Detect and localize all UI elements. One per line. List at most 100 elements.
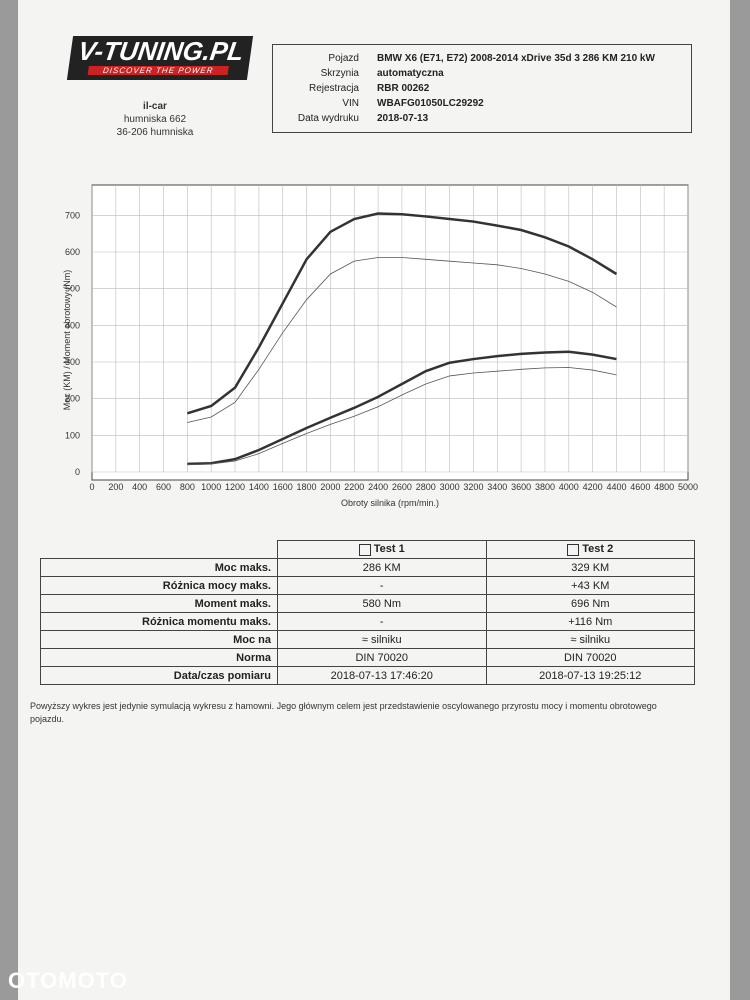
value-cell: 2018-07-13 17:46:20 <box>277 666 487 685</box>
x-tick-label: 3400 <box>487 482 507 492</box>
y-tick-label: 500 <box>65 284 80 294</box>
table-row: Różnica momentu maks. - +116 Nm <box>40 612 695 631</box>
checkbox <box>358 543 371 556</box>
label-cell: Data/czas pomiaru <box>40 666 278 685</box>
value-cell: ≈ silniku <box>277 630 487 649</box>
x-tick-label: 600 <box>156 482 171 492</box>
x-tick-label: 1800 <box>297 482 317 492</box>
value-cell: DIN 70020 <box>485 648 695 667</box>
vehicle-row: Data wydruku 2018-07-13 <box>273 111 691 126</box>
x-tick-label: 2600 <box>392 482 412 492</box>
x-tick-label: 4600 <box>630 482 650 492</box>
label-cell: Moc maks. <box>40 558 278 577</box>
y-tick-label: 200 <box>65 394 80 404</box>
vehicle-value: RBR 00262 <box>377 83 430 94</box>
vehicle-value: WBAFG01050LC29292 <box>377 98 484 109</box>
x-tick-label: 1400 <box>249 482 269 492</box>
x-tick-label: 1200 <box>225 482 245 492</box>
x-tick-label: 400 <box>132 482 147 492</box>
label-cell: Różnica mocy maks. <box>40 576 278 595</box>
label-cell: Moc na <box>40 630 278 649</box>
y-tick-label: 0 <box>75 467 80 477</box>
value-cell: DIN 70020 <box>277 648 487 667</box>
corner-cell <box>40 540 278 559</box>
vehicle-row: Rejestracja RBR 00262 <box>273 81 691 96</box>
company-city: 36-206 humniska <box>116 127 194 138</box>
y-tick-label: 100 <box>65 430 80 440</box>
curve <box>187 350 617 466</box>
header-text: Test 2 <box>582 543 614 556</box>
value-cell: 580 Nm <box>277 594 487 613</box>
vehicle-value: 2018-07-13 <box>377 113 429 124</box>
x-tick-label: 2400 <box>368 482 388 492</box>
value-cell: - <box>277 612 487 631</box>
curve <box>186 212 618 415</box>
vehicle-row: Pojazd BMW X6 (E71, E72) 2008-2014 xDrive… <box>273 51 691 66</box>
y-tick-label: 300 <box>65 357 80 367</box>
value-cell: 2018-07-13 19:25:12 <box>485 666 695 685</box>
value-cell: 696 Nm <box>485 594 695 613</box>
x-tick-label: 2000 <box>320 482 340 492</box>
company-name: il-car <box>143 101 167 112</box>
table-row: Data/czas pomiaru 2018-07-13 17:46:20 2018… <box>40 666 695 685</box>
x-tick-label: 1600 <box>273 482 293 492</box>
x-tick-label: 5000 <box>678 482 698 492</box>
x-axis-label: Obroty silnika (rpm/min.) <box>341 498 439 508</box>
vehicle-value: automatyczna <box>377 68 444 79</box>
vehicle-row: Skrzynia automatyczna <box>273 66 691 81</box>
x-tick-label: 4000 <box>559 482 579 492</box>
curve <box>187 257 617 423</box>
checkbox <box>567 543 580 556</box>
watermark: OTOMOTO <box>8 968 128 993</box>
table-header: Test 1 Test 2 <box>40 540 695 559</box>
chart: Obroty silnika (rpm/min.) Moc (KM) / Mom… <box>62 184 698 508</box>
x-tick-label: 800 <box>180 482 195 492</box>
x-tick-label: 4800 <box>654 482 674 492</box>
x-tick-label: 3000 <box>440 482 460 492</box>
company-street: humniska 662 <box>123 114 187 125</box>
vehicle-label: Pojazd <box>328 53 359 64</box>
x-tick-label: 2200 <box>344 482 364 492</box>
y-tick-label: 400 <box>65 320 80 330</box>
vehicle-label: Skrzynia <box>320 68 359 79</box>
value-cell: 286 KM <box>277 558 487 577</box>
value-cell: +43 KM <box>485 576 695 595</box>
label-cell: Różnica momentu maks. <box>40 612 278 631</box>
header-text: Test 1 <box>373 543 405 556</box>
label-cell: Moment maks. <box>40 594 278 613</box>
vehicle-label: Data wydruku <box>297 113 359 124</box>
value-cell: +116 Nm <box>485 612 695 631</box>
vehicle-row: VIN WBAFG01050LC29292 <box>273 96 691 111</box>
y-tick-label: 600 <box>65 247 80 257</box>
table-row: Moment maks. 580 Nm 696 Nm <box>40 594 695 613</box>
y-axis-label: Moc (KM) / Moment obrotowy (Nm) <box>62 270 72 411</box>
table-row: Norma DIN 70020 DIN 70020 <box>40 648 695 667</box>
x-tick-label: 2800 <box>416 482 436 492</box>
vehicle-label: VIN <box>342 98 359 109</box>
value-cell: - <box>277 576 487 595</box>
vehicle-value: BMW X6 (E71, E72) 2008-2014 xDrive 35d 3… <box>377 53 655 64</box>
table-row: Moc maks. 286 KM 329 KM <box>40 558 695 577</box>
x-tick-label: 4400 <box>606 482 626 492</box>
company: il-car humniska 662 36-206 humniska <box>100 100 210 139</box>
curve <box>187 367 617 466</box>
x-tick-label: 200 <box>108 482 123 492</box>
plot-frame <box>91 184 689 481</box>
table-row: Różnica mocy maks. - +43 KM <box>40 576 695 595</box>
x-tick-label: 3800 <box>535 482 555 492</box>
x-tick-label: 1000 <box>201 482 221 492</box>
table-row: Moc na ≈ silniku ≈ silniku <box>40 630 695 649</box>
header-cell: Test 2 <box>485 540 695 559</box>
x-tick-label: 3600 <box>511 482 531 492</box>
x-tick-label: 4200 <box>583 482 603 492</box>
value-cell: ≈ silniku <box>485 630 695 649</box>
vehicle-label: Rejestracja <box>308 83 359 94</box>
y-tick-label: 700 <box>65 210 80 220</box>
footnote: Powyższy wykres jest jedynie symulacją w… <box>30 701 657 724</box>
x-tick-label: 3200 <box>463 482 483 492</box>
value-cell: 329 KM <box>485 558 695 577</box>
paper <box>18 0 730 1000</box>
x-tick-label: 0 <box>89 482 94 492</box>
label-cell: Norma <box>40 648 278 667</box>
